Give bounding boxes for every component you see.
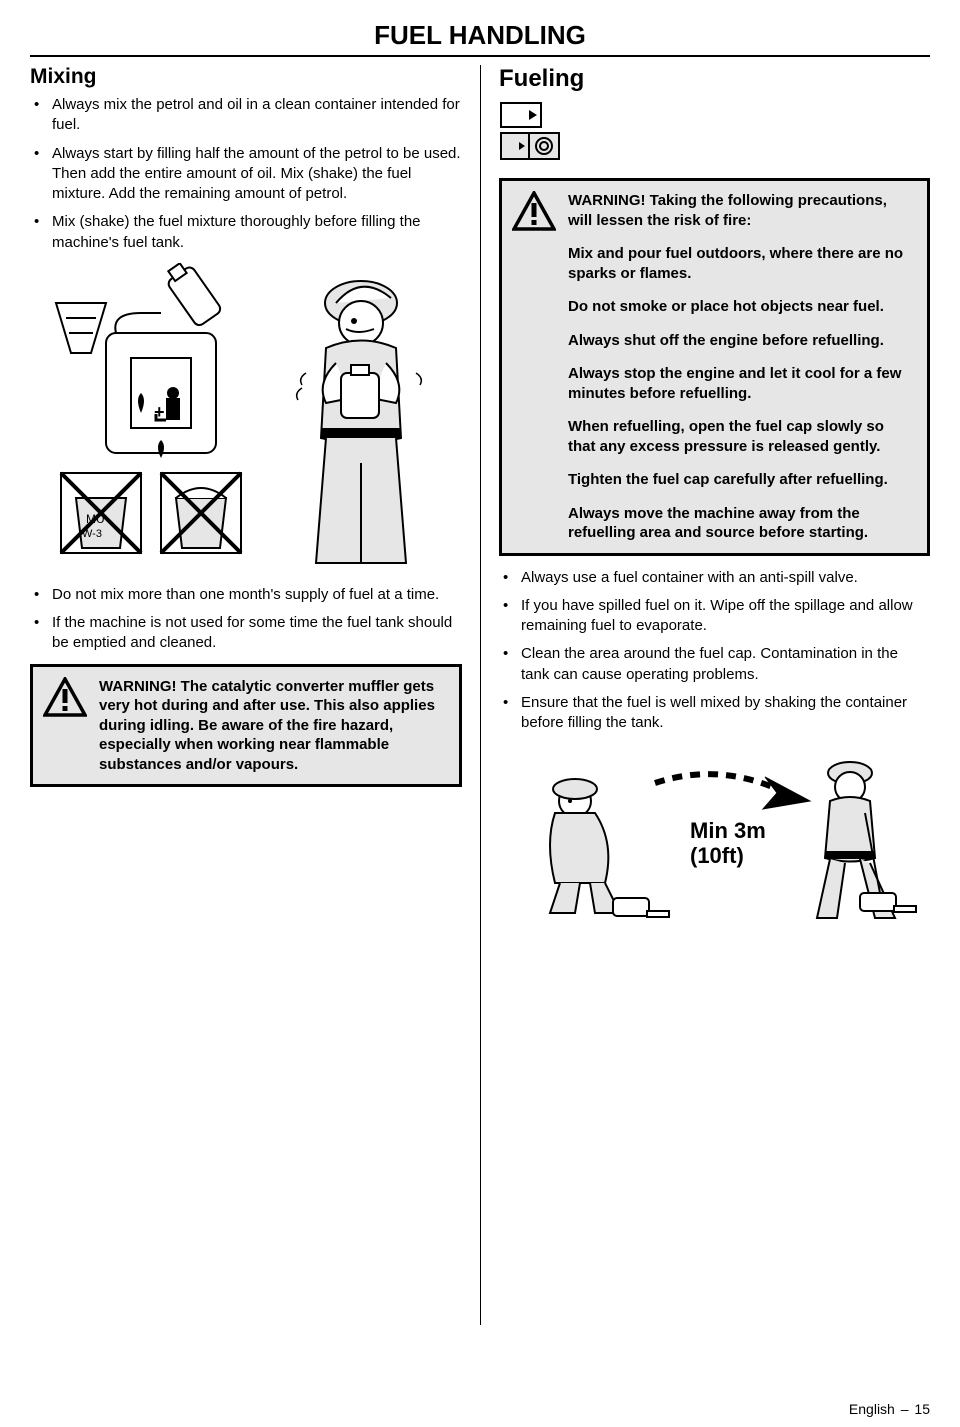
warning-para: Always move the machine away from the re… [568, 504, 915, 543]
distance-label-2: (10ft) [690, 843, 744, 868]
warning-para: Always stop the engine and let it cool f… [568, 364, 915, 403]
list-item: Always mix the petrol and oil in a clean… [30, 95, 462, 136]
right-column: Fueling [480, 65, 930, 1325]
footer-page-number: 15 [914, 1401, 930, 1417]
fueling-heading: Fueling [499, 65, 930, 93]
list-item: If you have spilled fuel on it. Wipe off… [499, 596, 930, 637]
warning-para: Tighten the fuel cap carefully after ref… [568, 470, 915, 490]
warning-muffler-text: WARNING! The catalytic converter muffler… [99, 677, 447, 775]
warning-box-muffler: WARNING! The catalytic converter muffler… [30, 664, 462, 788]
warning-triangle-icon [43, 677, 87, 717]
list-item: Clean the area around the fuel cap. Cont… [499, 644, 930, 685]
footer-separator: – [901, 1401, 909, 1417]
fueling-icons [499, 101, 930, 168]
warning-para: Mix and pour fuel outdoors, where there … [568, 244, 915, 283]
warning-fueling-text: WARNING! Taking the following precaution… [568, 191, 915, 543]
mixing-bullets-bottom: Do not mix more than one month's supply … [30, 585, 462, 654]
warning-para: Do not smoke or place hot objects near f… [568, 297, 915, 317]
list-item: Mix (shake) the fuel mixture thoroughly … [30, 212, 462, 253]
warning-para: When refuelling, open the fuel cap slowl… [568, 417, 915, 456]
left-column: Mixing Always mix the petrol and oil in … [30, 65, 480, 1325]
list-item: Ensure that the fuel is well mixed by sh… [499, 693, 930, 734]
page-title: FUEL HANDLING [30, 20, 930, 51]
list-item: If the machine is not used for some time… [30, 613, 462, 654]
mixing-bullets-top: Always mix the petrol and oil in a clean… [30, 95, 462, 253]
list-item: Always start by filling half the amount … [30, 144, 462, 205]
list-item: Do not mix more than one month's supply … [30, 585, 462, 605]
warning-para: WARNING! Taking the following precaution… [568, 191, 915, 230]
warning-box-fueling: WARNING! Taking the following precaution… [499, 178, 930, 556]
distance-label-1: Min 3m [690, 818, 766, 843]
warning-para: Always shut off the engine before refuel… [568, 331, 915, 351]
mixing-heading: Mixing [30, 65, 462, 89]
two-column-layout: Mixing Always mix the petrol and oil in … [30, 65, 930, 1325]
fueling-bullets: Always use a fuel container with an anti… [499, 568, 930, 734]
list-item: Always use a fuel container with an anti… [499, 568, 930, 588]
mixing-illustration: + [30, 263, 462, 573]
warning-triangle-icon [512, 191, 556, 231]
title-rule [30, 55, 930, 57]
footer-language: English [849, 1401, 895, 1417]
min-distance-illustration: Min 3m (10ft) [499, 743, 930, 933]
page-footer: English – 15 [849, 1401, 930, 1417]
